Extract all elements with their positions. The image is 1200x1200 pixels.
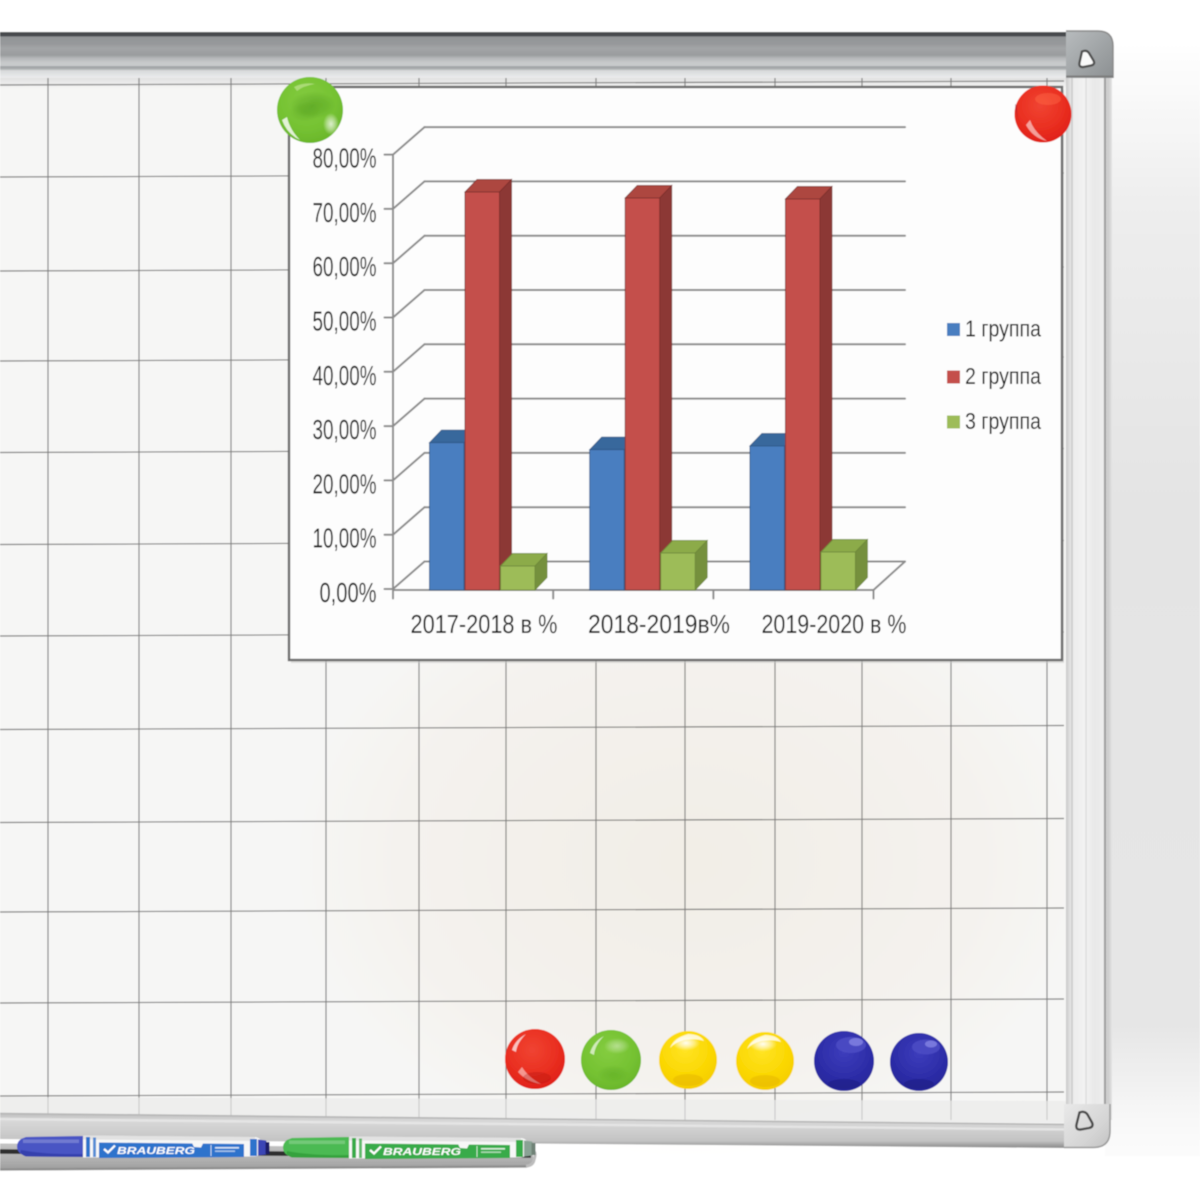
svg-text:3 группа: 3 группа xyxy=(965,408,1041,434)
svg-text:70,00%: 70,00% xyxy=(313,197,377,228)
svg-text:30,00%: 30,00% xyxy=(313,414,377,445)
svg-text:40,00%: 40,00% xyxy=(313,360,377,391)
svg-text:2019-2020 в %: 2019-2020 в % xyxy=(762,609,907,639)
svg-text:60,00%: 60,00% xyxy=(313,251,377,282)
svg-text:10,00%: 10,00% xyxy=(313,523,377,554)
svg-text:80,00%: 80,00% xyxy=(313,143,377,174)
svg-text:20,00%: 20,00% xyxy=(313,468,377,499)
svg-text:0,00%: 0,00% xyxy=(320,577,377,608)
svg-text:2017-2018 в %: 2017-2018 в % xyxy=(411,609,558,639)
svg-text:BRAUBERG: BRAUBERG xyxy=(383,1147,461,1158)
svg-text:50,00%: 50,00% xyxy=(313,306,377,337)
svg-text:2018-2019в%: 2018-2019в% xyxy=(588,609,730,639)
svg-text:BRAUBERG: BRAUBERG xyxy=(117,1146,195,1157)
svg-text:1 группа: 1 группа xyxy=(965,316,1041,342)
svg-text:2 группа: 2 группа xyxy=(965,363,1041,389)
